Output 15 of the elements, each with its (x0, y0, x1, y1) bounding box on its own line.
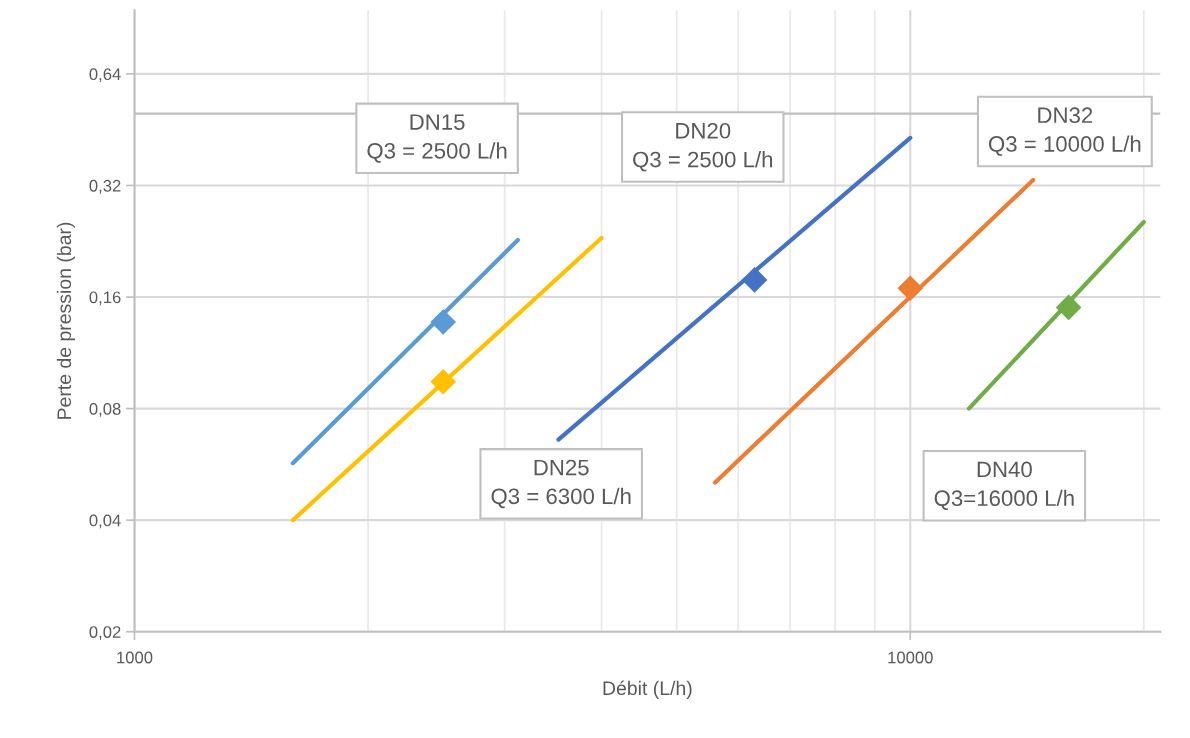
annotation: DN20 Q3 = 2500 L/h (633, 122, 773, 172)
x-axis-title: Débit (L/h) (603, 680, 692, 699)
annotation: DN40 Q3=16000 L/h (934, 461, 1074, 511)
y-axis-title: Perte de pression (bar) (56, 222, 75, 419)
x-tick-label: 10000 (888, 651, 933, 664)
annotation: DN32 Q3 = 10000 L/h (988, 107, 1141, 156)
annotation: DN15 Q3 = 2500 L/h (367, 114, 507, 163)
y-tick-label: 0,08 (89, 403, 121, 417)
y-tick-label: 0,02 (89, 626, 121, 640)
y-tick-label: 0,16 (89, 291, 121, 306)
y-tick-label: 0,32 (89, 179, 121, 194)
y-tick-label: 0,04 (89, 514, 121, 529)
y-tick-label: 0,64 (89, 68, 121, 83)
x-tick-label: 1000 (117, 651, 153, 664)
annotation: DN25 Q3 = 6300 L/h (491, 459, 631, 509)
